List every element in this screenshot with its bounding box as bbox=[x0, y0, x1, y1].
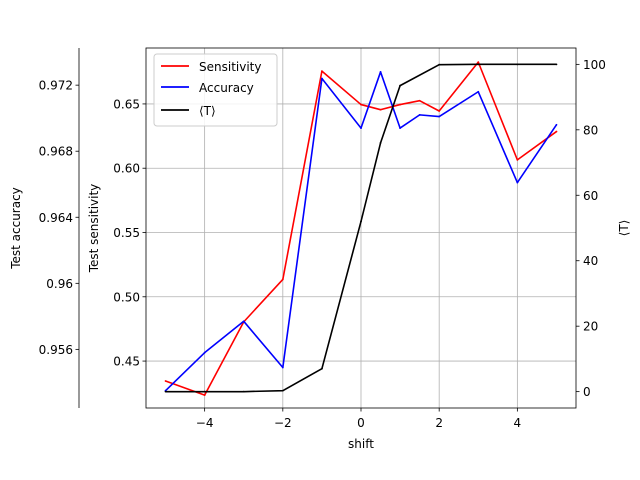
data-point-accuracy-4 bbox=[321, 77, 323, 80]
data-point-temperature-11 bbox=[555, 63, 558, 66]
x-tick-label-4: 4 bbox=[514, 416, 522, 430]
x-tick-label-2: 0 bbox=[357, 416, 365, 430]
accuracy-tick-label-2: 0.964 bbox=[39, 211, 73, 225]
accuracy-tick-label-0: 0.956 bbox=[39, 343, 73, 357]
data-point-accuracy-5 bbox=[360, 127, 362, 129]
sensitivity-tick-label-2: 0.55 bbox=[113, 226, 140, 240]
data-point-sensitivity-12 bbox=[555, 130, 558, 133]
x-tick-label-0: −4 bbox=[196, 416, 214, 430]
sensitivity-tick-label-4: 0.65 bbox=[113, 97, 140, 111]
data-point-accuracy-8 bbox=[418, 113, 421, 116]
temperature-tick-label-5: 100 bbox=[583, 58, 606, 72]
data-point-temperature-7 bbox=[399, 84, 401, 87]
data-point-sensitivity-10 bbox=[477, 61, 480, 64]
axes bbox=[75, 47, 580, 412]
series-line-temperature bbox=[165, 63, 557, 393]
data-point-accuracy-11 bbox=[516, 181, 519, 184]
data-point-sensitivity-8 bbox=[418, 99, 421, 102]
data-point-accuracy-10 bbox=[477, 90, 480, 93]
x-tick-label-3: 2 bbox=[435, 416, 443, 430]
data-point-sensitivity-11 bbox=[516, 158, 519, 161]
accuracy-tick-label-3: 0.968 bbox=[39, 145, 73, 159]
data-point-temperature-4 bbox=[321, 367, 323, 370]
temperature-axis-title: ⟨T⟩ bbox=[617, 220, 631, 237]
temperature-tick-label-4: 80 bbox=[583, 123, 598, 137]
data-point-temperature-2 bbox=[242, 390, 245, 393]
data-point-accuracy-3 bbox=[281, 366, 284, 369]
temperature-tick-label-3: 60 bbox=[583, 189, 598, 203]
data-point-temperature-9 bbox=[477, 63, 480, 66]
accuracy-tick-label-4: 0.972 bbox=[39, 79, 73, 93]
temperature-tick-label-1: 20 bbox=[583, 320, 598, 334]
series-lines bbox=[164, 61, 558, 397]
data-point-sensitivity-7 bbox=[399, 103, 401, 106]
legend-box bbox=[153, 53, 278, 127]
x-tick-label-1: −2 bbox=[274, 416, 292, 430]
legend-label-temperature: ⟨T⟩ bbox=[199, 104, 216, 118]
data-point-temperature-10 bbox=[516, 63, 519, 66]
tick-labels: −4 −2 0 2 4 0.45 0.50 0.55 0.60 0.65 0.956 0.96 0.96… bbox=[39, 58, 606, 430]
data-point-accuracy-12 bbox=[555, 123, 558, 126]
data-point-accuracy-9 bbox=[438, 115, 441, 118]
data-point-sensitivity-9 bbox=[438, 110, 441, 112]
data-point-sensitivity-5 bbox=[360, 103, 362, 106]
data-point-temperature-5 bbox=[360, 220, 362, 223]
data-point-temperature-0 bbox=[164, 390, 167, 393]
data-point-accuracy-6 bbox=[379, 71, 382, 73]
data-point-sensitivity-3 bbox=[281, 278, 284, 281]
data-point-temperature-3 bbox=[281, 389, 284, 392]
data-point-temperature-8 bbox=[438, 63, 441, 66]
data-point-temperature-1 bbox=[203, 390, 206, 393]
sensitivity-tick-label-1: 0.50 bbox=[113, 290, 140, 304]
x-axis-title: shift bbox=[348, 437, 374, 451]
legend-label-sensitivity: Sensitivity bbox=[199, 60, 261, 74]
data-point-temperature-6 bbox=[379, 142, 382, 144]
sensitivity-axis-title: Test sensitivity bbox=[87, 184, 101, 274]
sensitivity-tick-label-0: 0.45 bbox=[113, 355, 140, 369]
data-point-sensitivity-0 bbox=[164, 380, 167, 382]
data-point-sensitivity-4 bbox=[321, 70, 323, 73]
accuracy-axis-title: Test accuracy bbox=[9, 187, 23, 270]
data-point-accuracy-7 bbox=[399, 127, 401, 129]
temperature-tick-label-0: 0 bbox=[583, 385, 591, 399]
data-point-sensitivity-1 bbox=[203, 394, 206, 397]
legend-label-accuracy: Accuracy bbox=[199, 81, 254, 95]
data-point-accuracy-1 bbox=[203, 351, 206, 354]
temperature-tick-label-2: 40 bbox=[583, 254, 598, 268]
sensitivity-tick-label-3: 0.60 bbox=[113, 162, 140, 176]
accuracy-tick-label-1: 0.96 bbox=[46, 277, 73, 291]
data-point-sensitivity-6 bbox=[379, 108, 382, 111]
data-point-accuracy-2 bbox=[242, 320, 245, 323]
legend: Sensitivity Accuracy ⟨T⟩ bbox=[153, 53, 278, 127]
